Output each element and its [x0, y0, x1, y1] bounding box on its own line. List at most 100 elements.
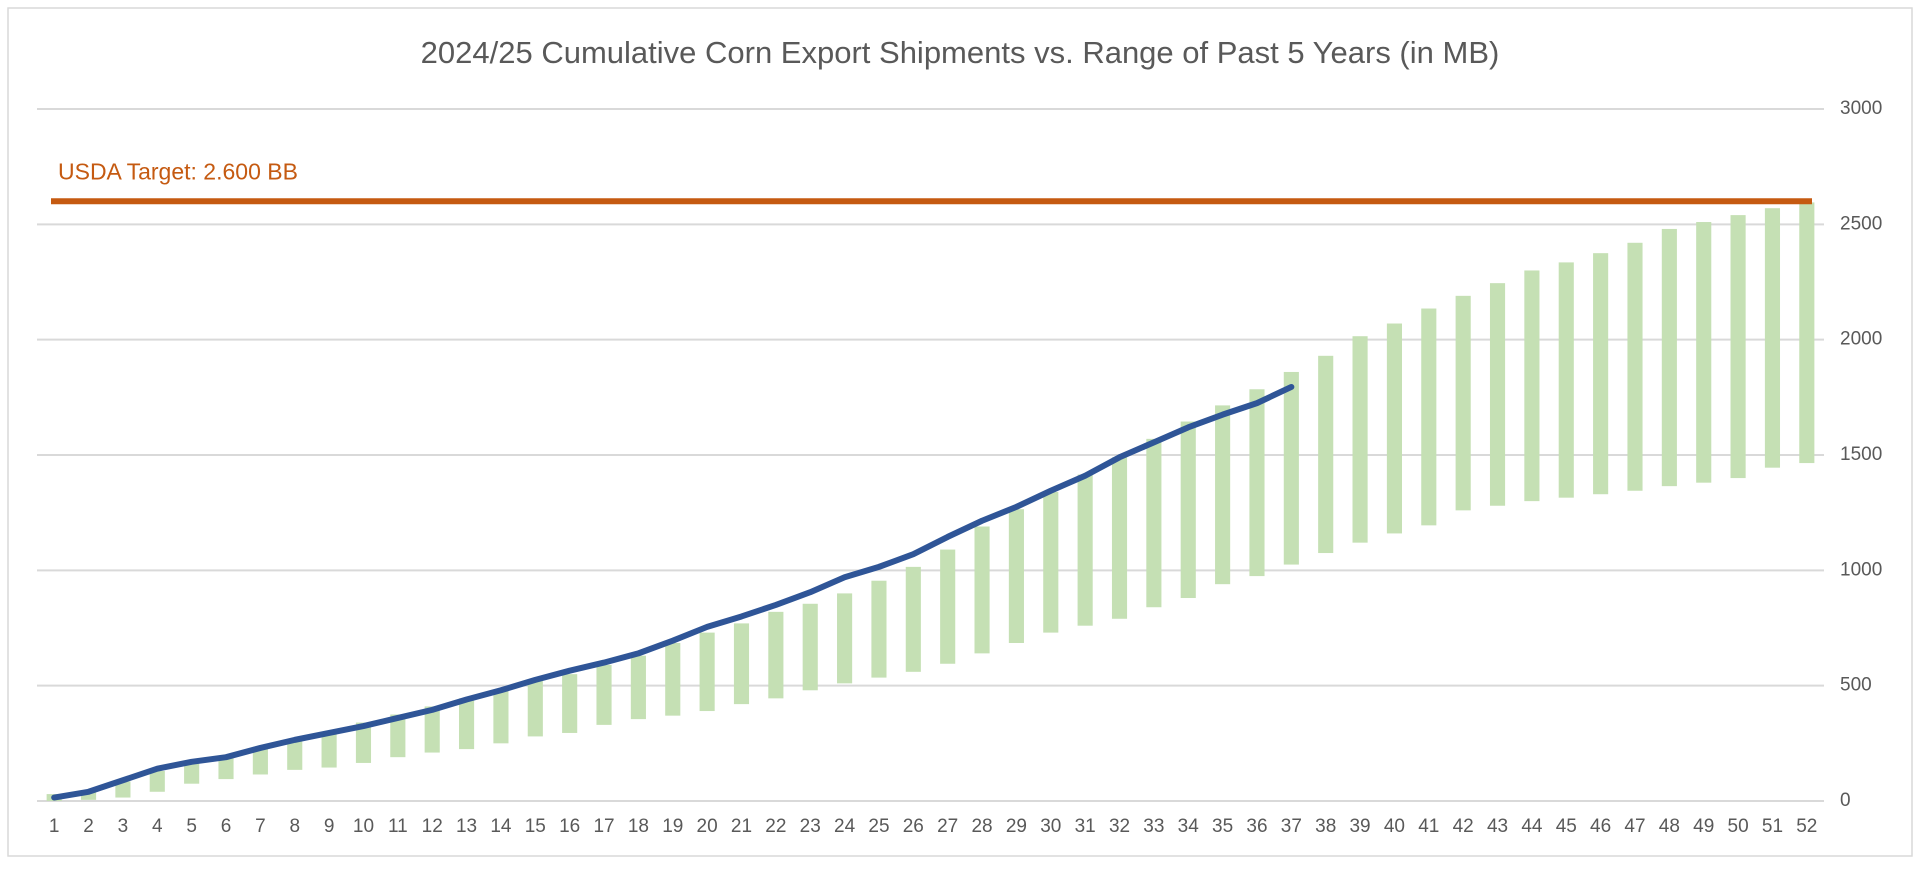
x-tick-label: 27: [937, 816, 958, 837]
x-tick-label: 50: [1728, 816, 1749, 837]
x-tick-label: 10: [353, 816, 374, 837]
x-tick-label: 45: [1556, 816, 1577, 837]
range-bar: [871, 580, 887, 678]
range-bar: [149, 771, 165, 792]
x-tick-label: 23: [800, 816, 821, 837]
range-bar: [1421, 308, 1437, 526]
range-bar: [1593, 253, 1609, 495]
x-tick-label: 36: [1246, 816, 1267, 837]
range-bar: [459, 698, 475, 750]
range-bar: [1558, 262, 1574, 498]
x-tick-label: 5: [186, 816, 197, 837]
chart-title: 2024/25 Cumulative Corn Export Shipments…: [421, 35, 1500, 70]
x-tick-label: 48: [1659, 816, 1680, 837]
range-bar: [802, 603, 818, 691]
range-bar: [1524, 270, 1540, 502]
y-tick-label: 2000: [1840, 329, 1882, 350]
x-tick-label: 35: [1212, 816, 1233, 837]
range-bar: [80, 790, 97, 800]
y-tick-label: 3000: [1840, 98, 1882, 119]
x-tick-label: 21: [731, 816, 752, 837]
x-tick-label: 32: [1109, 816, 1130, 837]
range-bar: [1730, 215, 1746, 479]
y-tick-label: 2500: [1840, 213, 1882, 234]
range-bar: [1283, 371, 1299, 565]
range-bar: [184, 762, 200, 784]
x-tick-label: 8: [289, 816, 300, 837]
range-bar: [321, 731, 337, 768]
range-bar: [1386, 323, 1402, 534]
range-bar: [390, 714, 406, 758]
range-bar: [424, 706, 440, 753]
x-tick-label: 46: [1590, 816, 1611, 837]
range-bar: [630, 655, 646, 720]
range-bar: [1764, 208, 1781, 468]
x-tick-label: 44: [1521, 816, 1543, 837]
x-tick-label: 18: [628, 816, 649, 837]
range-bar: [837, 593, 853, 684]
x-tick-label: 4: [152, 816, 163, 837]
range-bar: [1008, 509, 1024, 643]
x-tick-label: 51: [1762, 816, 1783, 837]
range-bar: [493, 690, 509, 744]
range-bar: [1180, 421, 1196, 599]
x-tick-label: 33: [1143, 816, 1164, 837]
y-tick-label: 0: [1840, 790, 1851, 811]
x-tick-label: 9: [324, 816, 335, 837]
x-tick-label: 13: [456, 816, 477, 837]
range-bar: [218, 756, 234, 780]
range-bar: [1696, 222, 1712, 483]
x-tick-label: 24: [834, 816, 856, 837]
range-bar: [1799, 202, 1815, 464]
x-tick-label: 25: [868, 816, 889, 837]
target-label: USDA Target: 2.600 BB: [58, 158, 298, 184]
range-bar: [1661, 228, 1677, 487]
range-bar: [287, 739, 303, 770]
y-tick-label: 1500: [1840, 444, 1882, 465]
range-bar: [1215, 405, 1231, 585]
range-bar: [527, 681, 543, 737]
range-bar: [733, 623, 750, 705]
range-bar: [252, 746, 268, 775]
x-tick-label: 30: [1040, 816, 1061, 837]
y-tick-label: 500: [1840, 675, 1872, 696]
range-bar: [596, 664, 612, 725]
x-tick-label: 49: [1693, 816, 1714, 837]
x-tick-label: 40: [1384, 816, 1405, 837]
x-tick-label: 38: [1315, 816, 1336, 837]
range-bar: [562, 674, 578, 733]
range-bar: [1111, 457, 1128, 619]
x-tick-label: 52: [1796, 816, 1817, 837]
x-tick-label: 11: [388, 816, 408, 837]
range-bar: [1146, 438, 1162, 608]
range-bar: [355, 722, 372, 763]
shipment-line: [51, 383, 1295, 801]
x-tick-label: 20: [697, 816, 718, 837]
range-bar: [1627, 242, 1643, 491]
range-bar: [1352, 336, 1368, 543]
x-tick-label: 34: [1178, 816, 1200, 837]
x-tick-label: 3: [118, 816, 129, 837]
x-tick-label: 29: [1006, 816, 1027, 837]
x-tick-label: 14: [490, 816, 512, 837]
x-tick-label: 41: [1418, 816, 1439, 837]
x-tick-label: 42: [1453, 816, 1474, 837]
x-tick-label: 22: [765, 816, 786, 837]
x-tick-label: 39: [1349, 816, 1370, 837]
x-tick-label: 17: [593, 816, 614, 837]
range-bar: [940, 549, 956, 664]
x-tick-label: 16: [559, 816, 580, 837]
range-bar: [1249, 389, 1265, 577]
x-tick-label: 37: [1281, 816, 1302, 837]
x-tick-label: 47: [1624, 816, 1645, 837]
x-tick-label: 15: [525, 816, 546, 837]
range-bar: [665, 642, 681, 716]
x-tick-label: 1: [49, 816, 60, 837]
x-tick-label: 28: [971, 816, 992, 837]
x-tick-label: 7: [255, 816, 266, 837]
range-bar: [974, 526, 990, 654]
range-bar: [115, 781, 131, 798]
x-tick-label: 2: [83, 816, 94, 837]
x-tick-label: 12: [422, 816, 443, 837]
